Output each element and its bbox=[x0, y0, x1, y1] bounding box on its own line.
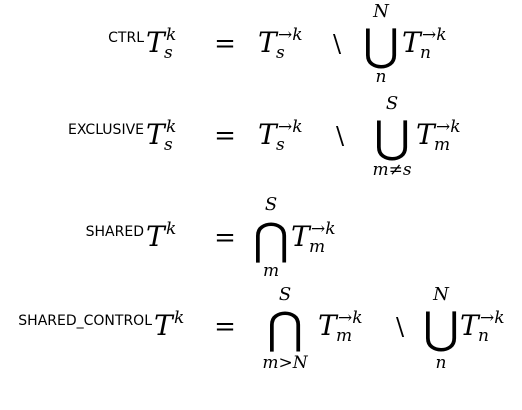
equation-shared-control: SHARED_CONTROL T k = S ⋂ m>N T →k m \ N … bbox=[18, 284, 504, 373]
big-intersection-upper-limit: S bbox=[265, 194, 277, 215]
term1-subscript: s bbox=[276, 135, 285, 155]
big-intersection-lower-limit: m bbox=[263, 261, 279, 281]
equals-sign: = bbox=[214, 312, 236, 342]
big-union-upper-limit: N bbox=[432, 284, 450, 305]
equation-exclusive: EXCLUSIVE T k s = T →k s \ S ⋃ m≠s T →k … bbox=[68, 93, 461, 180]
setminus-symbol: \ bbox=[396, 313, 405, 341]
term1-subscript: m bbox=[336, 326, 352, 346]
big-union-lower-limit: n bbox=[436, 353, 447, 373]
term-subscript: m bbox=[309, 237, 325, 257]
big-intersection-upper-limit: S bbox=[279, 284, 291, 305]
term1-subscript: s bbox=[276, 43, 285, 63]
term1-superscript: →k bbox=[338, 308, 363, 328]
big-intersection-symbol: ⋂ bbox=[267, 303, 303, 354]
lhs-subscript: s bbox=[164, 43, 173, 63]
lhs-superscript: k bbox=[166, 25, 176, 45]
setminus-symbol: \ bbox=[333, 30, 342, 58]
lhs-subscript: s bbox=[164, 135, 173, 155]
term2-symbol: T bbox=[416, 118, 437, 151]
equals-sign: = bbox=[214, 29, 236, 59]
term-symbol: T bbox=[291, 220, 312, 253]
lhs-prefix: SHARED bbox=[86, 224, 144, 240]
setminus-symbol: \ bbox=[336, 122, 345, 150]
equation-shared: SHARED T k = S ⋂ m T →k m bbox=[86, 194, 336, 281]
lhs-superscript: k bbox=[166, 219, 176, 239]
equation-ctrl: CTRL T k s = T →k s \ N ⋃ n T →k n bbox=[108, 1, 446, 87]
term2-superscript: →k bbox=[436, 117, 461, 137]
big-union-upper-limit: N bbox=[372, 1, 390, 22]
lhs-symbol: T bbox=[146, 118, 167, 151]
lhs-superscript: k bbox=[174, 308, 184, 328]
lhs-prefix: CTRL bbox=[108, 30, 144, 46]
big-union-upper-limit: S bbox=[386, 93, 398, 114]
term2-symbol: T bbox=[460, 309, 481, 342]
lhs-prefix: SHARED_CONTROL bbox=[18, 313, 152, 329]
lhs-symbol: T bbox=[154, 309, 175, 342]
term2-subscript: n bbox=[478, 326, 489, 346]
equals-sign: = bbox=[214, 223, 236, 253]
term2-superscript: →k bbox=[422, 25, 447, 45]
term1-symbol: T bbox=[258, 118, 279, 151]
term2-symbol: T bbox=[402, 26, 423, 59]
lhs-symbol: T bbox=[146, 220, 167, 253]
big-union-lower-limit: n bbox=[376, 67, 387, 87]
term1-superscript: →k bbox=[278, 117, 303, 137]
term1-symbol: T bbox=[258, 26, 279, 59]
lhs-symbol: T bbox=[146, 26, 167, 59]
big-intersection-symbol: ⋂ bbox=[253, 214, 289, 265]
big-union-symbol: ⋃ bbox=[374, 112, 410, 163]
big-intersection-lower-limit: m>N bbox=[262, 353, 308, 373]
term1-symbol: T bbox=[318, 309, 339, 342]
big-union-symbol: ⋃ bbox=[363, 20, 399, 71]
equals-sign: = bbox=[214, 121, 236, 151]
lhs-prefix: EXCLUSIVE bbox=[68, 122, 144, 138]
term2-superscript: →k bbox=[480, 308, 505, 328]
term-superscript: →k bbox=[311, 219, 336, 239]
big-union-lower-limit: m≠s bbox=[372, 160, 411, 180]
term2-subscript: m bbox=[434, 135, 450, 155]
lhs-superscript: k bbox=[166, 117, 176, 137]
term1-superscript: →k bbox=[278, 25, 303, 45]
big-union-symbol: ⋃ bbox=[423, 303, 459, 354]
term2-subscript: n bbox=[420, 43, 431, 63]
